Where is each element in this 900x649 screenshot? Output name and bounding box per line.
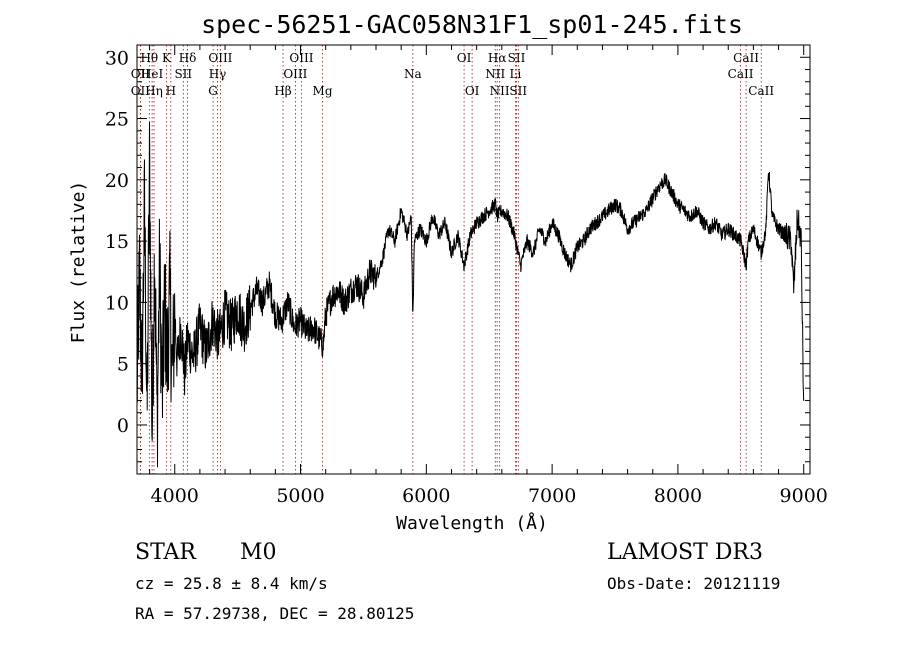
x-tick-label: 7000 xyxy=(528,485,576,507)
spectral-line-markers xyxy=(139,45,762,474)
y-tick-label: 30 xyxy=(105,47,129,69)
y-tick-label: 5 xyxy=(117,354,129,376)
line-label-mg: Mg xyxy=(313,84,333,98)
line-label-hγ: Hγ xyxy=(209,67,227,81)
line-label-nii: NII xyxy=(490,84,510,98)
line-label-hei: HeI xyxy=(141,67,164,81)
x-tick-label: 5000 xyxy=(276,485,324,507)
coordinates-text: RA = 57.29738, DEC = 28.80125 xyxy=(135,604,415,623)
x-tick-label: 9000 xyxy=(780,485,828,507)
line-label-sii: SII xyxy=(508,51,526,65)
line-label-hθ: Hθ xyxy=(140,51,158,65)
line-label-oiii: OIII xyxy=(208,51,232,65)
line-label-oiii: OIII xyxy=(289,51,313,65)
line-label-sii: SII xyxy=(174,67,192,81)
y-tick-label: 0 xyxy=(117,415,129,437)
line-label-oii: OII xyxy=(131,67,151,81)
line-label-hδ: Hδ xyxy=(179,51,197,65)
y-axis-ticks: 0 5 10 15 20 25 30 xyxy=(105,47,810,463)
line-label-k: K xyxy=(162,51,172,65)
line-label-sii: SII xyxy=(509,84,527,98)
line-label-hη: Hη xyxy=(145,84,163,98)
line-label-li: Li xyxy=(509,67,521,81)
x-tick-label: 6000 xyxy=(402,485,450,507)
line-label-h: H xyxy=(166,84,176,98)
survey-name: LAMOST DR3 xyxy=(607,540,763,565)
line-label-caii: CaII xyxy=(748,84,774,98)
object-subclass: M0 xyxy=(240,540,277,565)
line-label-oiii: OIII xyxy=(283,67,307,81)
redshift-text: cz = 25.8 ± 8.4 km/s xyxy=(135,574,328,593)
y-tick-label: 25 xyxy=(105,109,129,131)
y-tick-label: 20 xyxy=(105,170,129,192)
line-label-caii: CaII xyxy=(728,67,754,81)
object-class: STAR xyxy=(135,540,196,565)
y-tick-label: 15 xyxy=(105,231,129,253)
line-label-g: G xyxy=(208,84,218,98)
line-label-hα: Hα xyxy=(488,51,507,65)
y-axis-label: Flux (relative) xyxy=(68,181,89,344)
x-axis-label: Wavelength (Å) xyxy=(396,512,548,534)
line-label-nii: NII xyxy=(485,67,505,81)
line-label-oi: OI xyxy=(465,84,480,98)
line-label-na: Na xyxy=(404,67,422,81)
line-label-oii: OII xyxy=(131,84,151,98)
spectrum-line xyxy=(136,122,805,468)
obs-date-text: Obs-Date: 20121119 xyxy=(607,574,781,593)
x-tick-label: 8000 xyxy=(654,485,702,507)
plot-frame xyxy=(136,44,811,475)
y-tick-label: 10 xyxy=(105,292,129,314)
x-tick-label: 4000 xyxy=(151,485,199,507)
x-axis-ticks: 4000 5000 6000 7000 8000 9000 xyxy=(149,45,828,507)
line-label-oi: OI xyxy=(457,51,472,65)
chart-title: spec-56251-GAC058N31F1_sp01-245.fits xyxy=(201,10,743,39)
line-label-hβ: Hβ xyxy=(274,84,291,98)
line-label-caii: CaII xyxy=(733,51,759,65)
